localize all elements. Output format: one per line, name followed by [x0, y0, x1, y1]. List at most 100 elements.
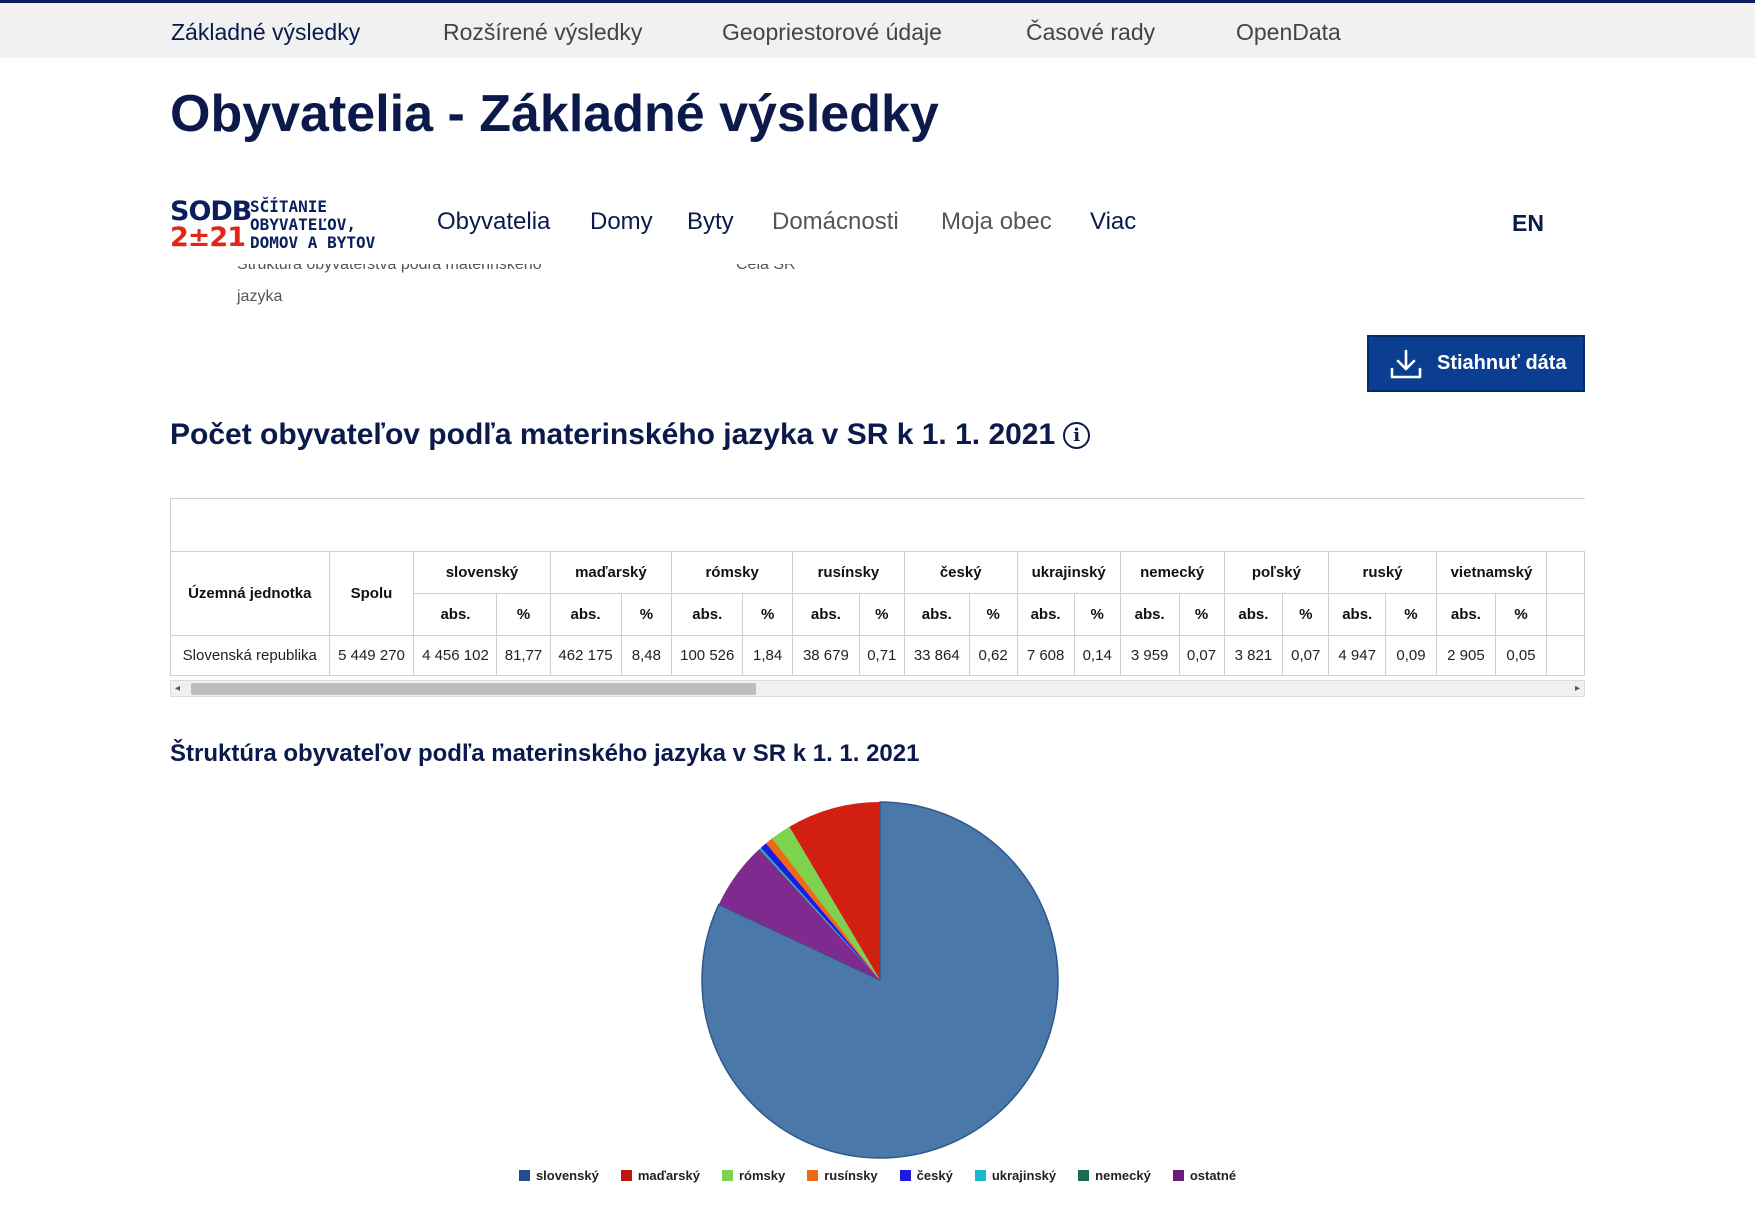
- legend-label: ukrajinský: [991, 1168, 1057, 1183]
- legend-item-český[interactable]: český: [899, 1168, 953, 1183]
- cell-pct: 0,09: [1385, 635, 1437, 676]
- info-icon[interactable]: i: [1063, 421, 1091, 449]
- header-language: vietnamský: [1435, 551, 1548, 594]
- header-cut: [1546, 593, 1585, 636]
- legend-item-ukrajinský[interactable]: ukrajinský: [974, 1168, 1057, 1183]
- legend-swatch: [518, 1170, 530, 1181]
- header-pct: %: [1494, 593, 1548, 636]
- cell-pct: 1,84: [742, 635, 794, 676]
- cell-abs: 100 526: [671, 635, 744, 676]
- header-language: rusínsky: [792, 551, 905, 594]
- cell-abs: 2 905: [1435, 635, 1496, 676]
- tab-geopriestorove-udaje[interactable]: Geopriestorové údaje: [722, 19, 942, 45]
- cell-abs: 38 679: [792, 635, 860, 676]
- nav-byty[interactable]: Byty: [687, 208, 734, 235]
- table-title: Počet obyvateľov podľa materinského jazy…: [170, 418, 1091, 452]
- header-abs: abs.: [1223, 593, 1284, 636]
- cell-abs: 4 456 102: [413, 635, 498, 676]
- header-abs: abs.: [903, 593, 970, 636]
- pie-slice-maďarský[interactable]: [789, 802, 880, 980]
- legend-label: slovenský: [535, 1168, 599, 1183]
- legend-swatch: [1078, 1170, 1090, 1181]
- cell-abs: 3 959: [1119, 635, 1180, 676]
- legend-swatch: [721, 1170, 733, 1181]
- download-icon: [1390, 349, 1422, 378]
- tab-zakladne-vysledky[interactable]: Základné výsledky: [171, 19, 361, 45]
- legend-item-nemecký[interactable]: nemecký: [1078, 1168, 1151, 1183]
- sodb-logo[interactable]: SODB 2±21 SČÍTANIE OBYVATEĽOV, DOMOV A B…: [170, 197, 375, 253]
- cell-unit: Slovenská republika: [170, 635, 330, 676]
- nav-domacnosti[interactable]: Domácnosti: [772, 208, 899, 235]
- legend-label: rómsky: [738, 1168, 786, 1183]
- legend-swatch: [1172, 1170, 1184, 1181]
- pie-slice-český[interactable]: [760, 843, 880, 980]
- header-abs: abs.: [413, 593, 498, 636]
- table-toolbar-space: [170, 499, 1585, 551]
- header-total: Spolu: [328, 551, 415, 636]
- legend-swatch: [620, 1170, 632, 1181]
- header-language: poľský: [1223, 551, 1330, 594]
- nav-moja-obec[interactable]: Moja obec: [941, 208, 1052, 235]
- legend-item-rusínsky[interactable]: rusínsky: [807, 1168, 878, 1183]
- legend-label: nemecký: [1095, 1168, 1151, 1183]
- data-table-container: Územná jednotka Spolu slovenský maďarský r…: [170, 498, 1585, 698]
- header-pct: %: [1385, 593, 1437, 636]
- language-table: Územná jednotka Spolu slovenský maďarský r…: [170, 551, 1585, 676]
- breadcrumb-topic-line1[interactable]: Štruktúra obyvateľstva podľa materinskéh…: [237, 264, 542, 273]
- tab-opendata[interactable]: OpenData: [1236, 19, 1341, 45]
- chart-title: Štruktúra obyvateľov podľa materinského …: [170, 740, 920, 767]
- table-row: Slovenská republika 5 449 270 4 456 102 81,…: [170, 635, 1585, 676]
- language-pie-chart: [701, 801, 1059, 1159]
- legend-label: český: [916, 1168, 953, 1183]
- cell-pct: 0,71: [858, 635, 905, 676]
- legend-item-rómsky[interactable]: rómsky: [721, 1168, 786, 1183]
- nav-viac[interactable]: Viac: [1090, 208, 1137, 235]
- cell-total: 5 449 270: [328, 635, 415, 676]
- download-data-button[interactable]: Stiahnuť dáta: [1367, 335, 1585, 392]
- tab-rozsirene-vysledky[interactable]: Rozšírené výsledky: [443, 19, 643, 45]
- logo-mark-bottom: 2±21: [170, 222, 246, 253]
- table-title-text: Počet obyvateľov podľa materinského jazy…: [170, 418, 1056, 451]
- cell-pct: 8,48: [620, 635, 673, 676]
- legend-swatch: [899, 1170, 911, 1181]
- pie-slice-slovenský[interactable]: [701, 801, 1059, 1159]
- cell-abs: 3 821: [1223, 635, 1284, 676]
- pie-slice-rómsky[interactable]: [772, 826, 880, 980]
- legend-swatch: [974, 1170, 986, 1181]
- header-pct: %: [496, 593, 551, 636]
- header-language: slovenský: [413, 551, 551, 594]
- header-language: rómsky: [671, 551, 794, 594]
- header-abs: abs.: [1435, 593, 1496, 636]
- cell-abs: 33 864: [903, 635, 970, 676]
- cell-pct: 0,62: [968, 635, 1018, 676]
- legend-item-ostatné[interactable]: ostatné: [1172, 1168, 1236, 1183]
- pie-slice-ostatné[interactable]: [718, 849, 880, 980]
- header-language: ukrajinský: [1016, 551, 1121, 594]
- header-pct: %: [1178, 593, 1225, 636]
- pie-slice-nemecký[interactable]: [759, 848, 880, 980]
- legend-item-slovenský[interactable]: slovenský: [518, 1168, 599, 1183]
- breadcrumb-topic-line2[interactable]: jazyka: [237, 288, 283, 305]
- header-pct: %: [620, 593, 673, 636]
- header-abs: abs.: [1016, 593, 1075, 636]
- download-button-label: Stiahnuť dáta: [1437, 352, 1567, 374]
- header-abs: abs.: [671, 593, 744, 636]
- breadcrumb-area[interactable]: Celá SR: [736, 264, 796, 273]
- logo-text: SČÍTANIE OBYVATEĽOV, DOMOV A BYTOV: [250, 197, 376, 252]
- pie-slice-rusínsky[interactable]: [766, 838, 880, 980]
- header-pct: %: [968, 593, 1018, 636]
- language-switch[interactable]: EN: [1512, 210, 1544, 236]
- legend-item-maďarský[interactable]: maďarský: [620, 1168, 700, 1183]
- pie-slice-ukrajinský[interactable]: [759, 847, 880, 980]
- cell-abs: 462 175: [549, 635, 622, 676]
- scroll-left-arrow-icon[interactable]: ◂: [175, 683, 181, 694]
- table-horizontal-scrollbar[interactable]: ◂ ▸: [170, 680, 1585, 697]
- nav-domy[interactable]: Domy: [590, 208, 653, 235]
- tab-casove-rady[interactable]: Časové rady: [1026, 19, 1156, 45]
- header-pct: %: [1073, 593, 1121, 636]
- legend-label: maďarský: [637, 1168, 700, 1183]
- scrollbar-thumb[interactable]: [191, 683, 756, 695]
- nav-obyvatelia[interactable]: Obyvatelia: [437, 208, 551, 235]
- scroll-right-arrow-icon[interactable]: ▸: [1574, 683, 1580, 694]
- legend-swatch: [807, 1170, 819, 1181]
